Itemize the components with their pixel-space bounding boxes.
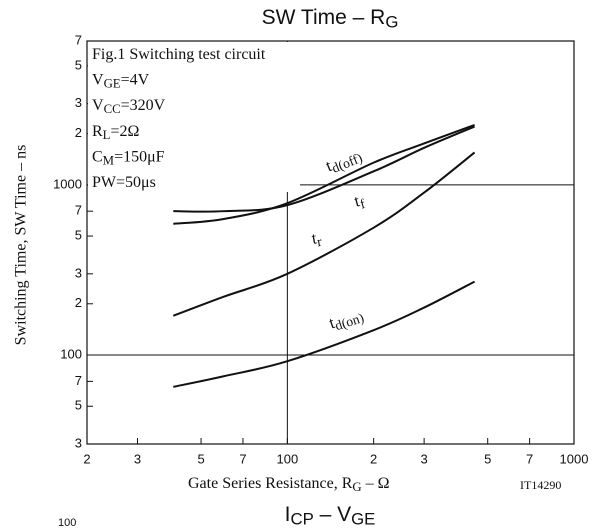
- subscript: CP: [290, 510, 313, 529]
- annotation: CM=150μF: [92, 148, 165, 167]
- y-tick-label: 2: [75, 125, 82, 140]
- x-tick-label: 7: [526, 451, 533, 466]
- y-tick-label: 7: [75, 32, 82, 47]
- y-tick-label: 7: [75, 203, 82, 218]
- series-label: td(off): [323, 144, 365, 178]
- subscript: GE: [351, 510, 375, 529]
- text-part: PW=50μs: [92, 174, 156, 191]
- text-part: – Ω: [362, 475, 390, 492]
- x-tick-label: 3: [421, 451, 428, 466]
- text-part: Gate Series Resistance, R: [188, 475, 353, 492]
- subscript: GE: [104, 77, 121, 91]
- text-part: I: [285, 503, 291, 526]
- annotation: VGE=4V: [92, 71, 150, 90]
- y-tick-label: 7: [75, 373, 82, 388]
- x-tick-label: 7: [239, 451, 246, 466]
- y-tick-label: 2: [75, 295, 82, 310]
- series-line: [172, 151, 476, 317]
- text-part: R: [92, 122, 103, 139]
- subscript: d(off): [330, 150, 365, 177]
- x-tick-label: 5: [484, 451, 491, 466]
- text-part: =4V: [121, 71, 150, 88]
- text-part: t: [327, 313, 338, 333]
- series-label: tf: [352, 190, 367, 213]
- y-tick-label: 5: [75, 227, 82, 242]
- text-part: Fig.1 Switching test circuit: [92, 46, 266, 63]
- y-tick-label: 100: [60, 346, 82, 361]
- y-tick-label: 5: [75, 398, 82, 413]
- subscript: G: [385, 13, 398, 32]
- next-chart-title: ICP – VGE: [285, 503, 376, 529]
- subscript: L: [103, 128, 111, 142]
- series-label: tr: [310, 227, 323, 250]
- annotation-box: [88, 42, 300, 192]
- series-line: [173, 280, 476, 388]
- annotation: VCC=320V: [92, 97, 166, 116]
- subscript: d(on): [333, 310, 366, 334]
- text-part: =320V: [121, 97, 166, 114]
- subscript: M: [103, 153, 114, 167]
- y-tick-label: 1000: [53, 176, 82, 191]
- text-part: SW Time – R: [262, 6, 386, 29]
- series-line: [173, 123, 475, 225]
- text-part: V: [92, 71, 104, 88]
- text-part: =150μF: [114, 148, 165, 165]
- figure-id: IT14290: [520, 478, 561, 492]
- x-tick-label: 100: [277, 451, 299, 466]
- text-part: t: [352, 191, 362, 211]
- subscript: r: [316, 234, 324, 250]
- annotation: Fig.1 Switching test circuit: [92, 46, 266, 63]
- next-tick-label: 100: [58, 517, 76, 529]
- x-tick-label: 2: [370, 451, 377, 466]
- y-tick-label: 3: [75, 265, 82, 280]
- text-part: V: [92, 97, 104, 114]
- chart-title: SW Time – RG: [262, 6, 399, 32]
- text-part: t: [323, 156, 335, 175]
- text-part: =2Ω: [111, 122, 140, 139]
- annotation: RL=2Ω: [92, 122, 140, 141]
- series-label: td(on): [327, 304, 366, 336]
- y-tick-label: 5: [75, 57, 82, 72]
- y-tick-label: 3: [75, 435, 82, 450]
- x-tick-label: 3: [134, 451, 141, 466]
- x-tick-label: 5: [197, 451, 204, 466]
- x-tick-label: 2: [83, 451, 90, 466]
- y-tick-label: 3: [75, 95, 82, 110]
- annotation: PW=50μs: [92, 174, 156, 191]
- y-axis-label: Switching Time, SW Time – ns: [13, 145, 30, 346]
- plot-frame: [86, 40, 575, 445]
- subscript: G: [352, 480, 361, 494]
- x-axis-label: Gate Series Resistance, RG – Ω: [188, 475, 390, 494]
- text-part: t: [310, 228, 318, 248]
- x-tick-label: 1000: [560, 451, 589, 466]
- text-part: C: [92, 148, 103, 165]
- series-line: [173, 125, 475, 213]
- text-part: – V: [314, 503, 351, 526]
- subscript: f: [358, 196, 367, 212]
- subscript: CC: [104, 102, 121, 116]
